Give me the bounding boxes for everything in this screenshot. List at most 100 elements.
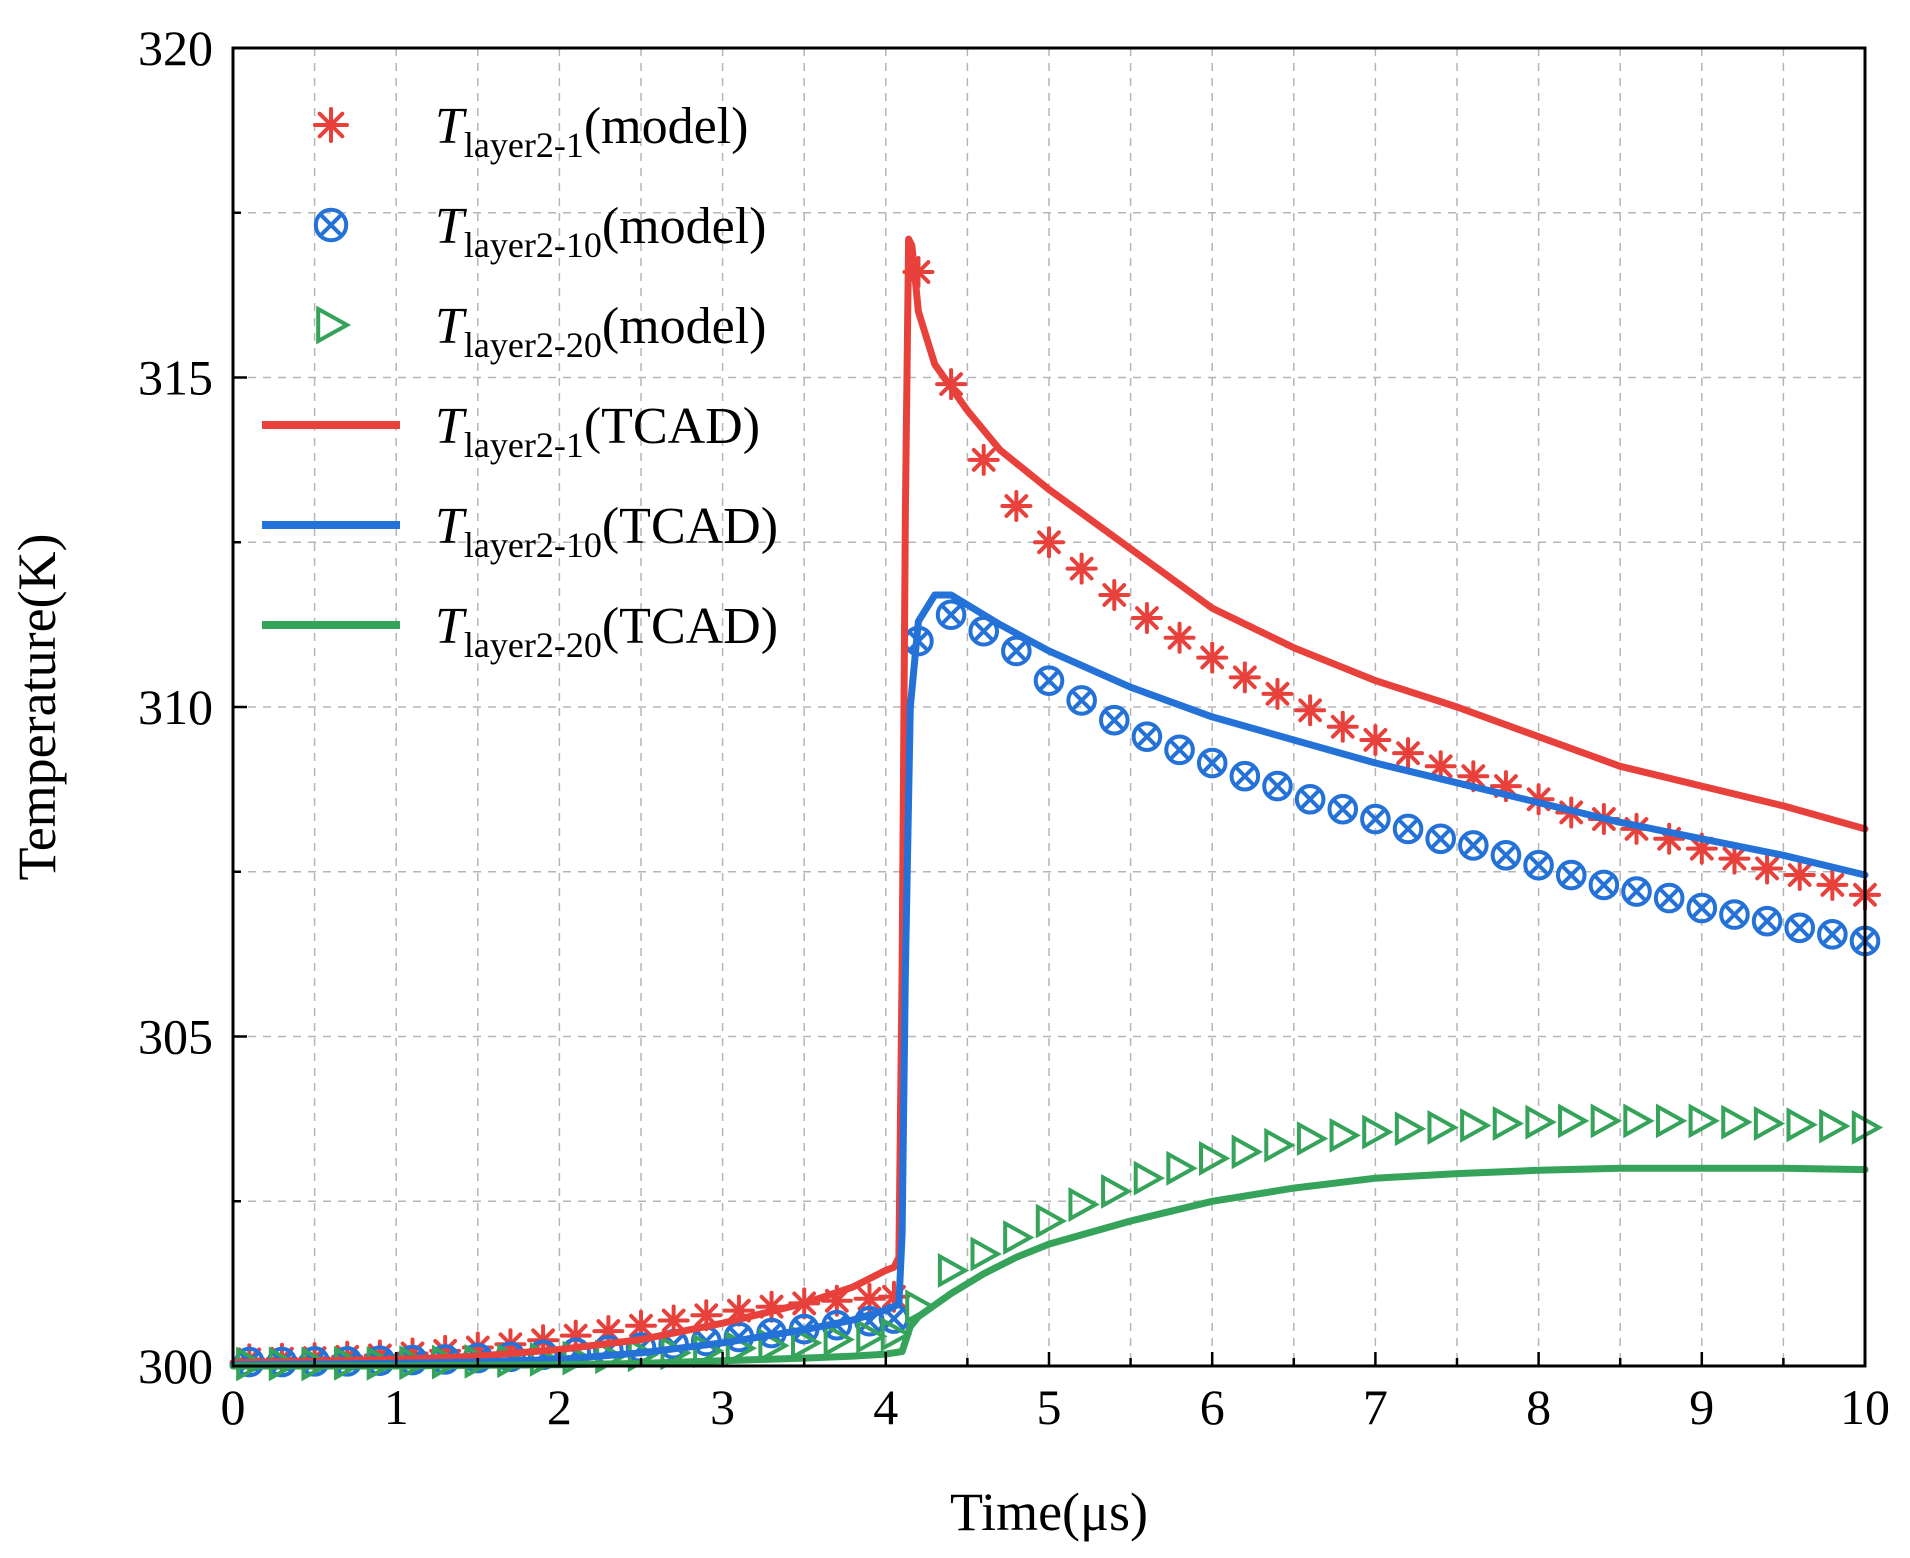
marker-stroke bbox=[1360, 803, 1391, 835]
x-tick-label: 3 bbox=[710, 1379, 735, 1435]
marker-stroke bbox=[1494, 844, 1518, 867]
marker-stroke bbox=[1298, 698, 1323, 723]
data-point bbox=[1133, 1160, 1166, 1196]
marker-stroke bbox=[316, 305, 352, 345]
marker-stroke bbox=[1001, 635, 1032, 667]
data-point bbox=[1196, 747, 1228, 779]
legend-label-main: T bbox=[435, 198, 467, 255]
marker-stroke bbox=[1098, 704, 1130, 736]
marker-stroke bbox=[1164, 734, 1195, 766]
series-line bbox=[229, 591, 1869, 1369]
marker-stroke bbox=[1069, 556, 1094, 581]
x-tick-label: 1 bbox=[384, 1379, 409, 1435]
marker-stroke bbox=[317, 111, 345, 139]
legend-label-subscript: layer2-1 bbox=[464, 425, 584, 465]
data-point bbox=[1653, 882, 1685, 914]
data-point bbox=[1425, 823, 1456, 855]
y-axis-title: Temperature(K) bbox=[7, 533, 67, 880]
marker-stroke bbox=[880, 1316, 913, 1352]
marker-stroke bbox=[1068, 1187, 1100, 1222]
marker-stroke bbox=[1458, 830, 1489, 861]
data-point bbox=[1066, 685, 1097, 716]
marker-stroke bbox=[1490, 839, 1522, 871]
marker-stroke bbox=[1392, 813, 1424, 845]
data-point bbox=[1686, 892, 1718, 924]
data-point bbox=[1166, 1150, 1198, 1186]
data-point bbox=[1523, 849, 1554, 881]
axis-ticks bbox=[231, 46, 1867, 1368]
data-point bbox=[1294, 694, 1327, 727]
legend-item: Tlayer2-20(model) bbox=[316, 298, 766, 365]
marker-stroke bbox=[935, 599, 967, 631]
y-tick-label: 300 bbox=[138, 1338, 213, 1394]
series-T_layer2-10(model) bbox=[234, 599, 1881, 1378]
data-point bbox=[657, 1304, 690, 1337]
marker-stroke bbox=[1262, 770, 1293, 802]
legend-label-main: T bbox=[435, 98, 467, 155]
marker-stroke bbox=[1527, 853, 1550, 877]
marker-stroke bbox=[939, 603, 963, 626]
data-point bbox=[1101, 1173, 1133, 1209]
series-line bbox=[229, 1164, 1869, 1370]
marker-stroke bbox=[972, 620, 995, 643]
data-point bbox=[1460, 1108, 1492, 1143]
y-tick-label: 320 bbox=[138, 20, 213, 76]
x-tick-label: 5 bbox=[1037, 1379, 1062, 1435]
data-point bbox=[1786, 1107, 1818, 1143]
marker-stroke bbox=[857, 1286, 882, 1311]
marker-stroke bbox=[856, 1318, 888, 1354]
marker-stroke bbox=[1492, 1106, 1525, 1141]
legend-label-subscript: layer2-10 bbox=[464, 225, 602, 265]
marker-stroke bbox=[1820, 873, 1845, 897]
data-point bbox=[1490, 839, 1522, 871]
marker-stroke bbox=[1786, 1107, 1818, 1143]
marker-stroke bbox=[1686, 892, 1718, 924]
legend-label: Tlayer2-1(TCAD) bbox=[435, 398, 760, 465]
data-point bbox=[1655, 1103, 1688, 1139]
marker-stroke bbox=[1755, 909, 1779, 933]
data-point bbox=[856, 1318, 888, 1354]
marker-stroke bbox=[1425, 823, 1456, 855]
data-point bbox=[758, 1328, 790, 1363]
legend-label-main: T bbox=[435, 298, 467, 355]
legend-label-main: T bbox=[435, 498, 467, 555]
data-point bbox=[1329, 1117, 1361, 1153]
data-point bbox=[1751, 905, 1783, 937]
marker-stroke bbox=[1362, 1114, 1394, 1150]
data-point bbox=[1525, 1104, 1557, 1140]
data-point bbox=[1264, 1127, 1296, 1163]
marker-stroke bbox=[661, 1308, 686, 1333]
legend-marker-swatch bbox=[316, 305, 352, 345]
data-point bbox=[1231, 1134, 1263, 1170]
series-T_layer2-20(TCAD) bbox=[229, 1164, 1869, 1370]
marker-stroke bbox=[1690, 896, 1714, 920]
marker-stroke bbox=[1588, 869, 1620, 901]
data-point bbox=[1458, 830, 1489, 861]
data-point bbox=[1721, 1104, 1753, 1140]
marker-stroke bbox=[824, 1288, 849, 1313]
marker-stroke bbox=[1460, 1108, 1492, 1143]
marker-stroke bbox=[1037, 669, 1061, 692]
data-point bbox=[1359, 723, 1392, 756]
marker-stroke bbox=[1722, 846, 1747, 871]
data-point bbox=[1555, 859, 1587, 891]
data-point bbox=[1784, 912, 1816, 944]
marker-stroke bbox=[1721, 1104, 1753, 1140]
data-point bbox=[880, 1316, 913, 1352]
marker-stroke bbox=[1560, 863, 1583, 887]
data-point bbox=[823, 1322, 855, 1358]
data-point bbox=[1783, 859, 1816, 892]
marker-stroke bbox=[1298, 788, 1322, 811]
data-point bbox=[1326, 710, 1359, 743]
marker-stroke bbox=[1753, 1106, 1786, 1141]
data-point bbox=[967, 443, 1000, 476]
marker-stroke bbox=[970, 1236, 1002, 1272]
marker-stroke bbox=[1103, 708, 1126, 732]
marker-stroke bbox=[1037, 530, 1061, 555]
legend-label: Tlayer2-20(model) bbox=[435, 298, 766, 365]
marker-stroke bbox=[1653, 882, 1685, 914]
legend-label-subscript: layer2-10 bbox=[464, 525, 602, 565]
data-point bbox=[1000, 490, 1033, 523]
legend-label-suffix: (model) bbox=[584, 98, 749, 155]
marker-stroke bbox=[1232, 665, 1257, 690]
